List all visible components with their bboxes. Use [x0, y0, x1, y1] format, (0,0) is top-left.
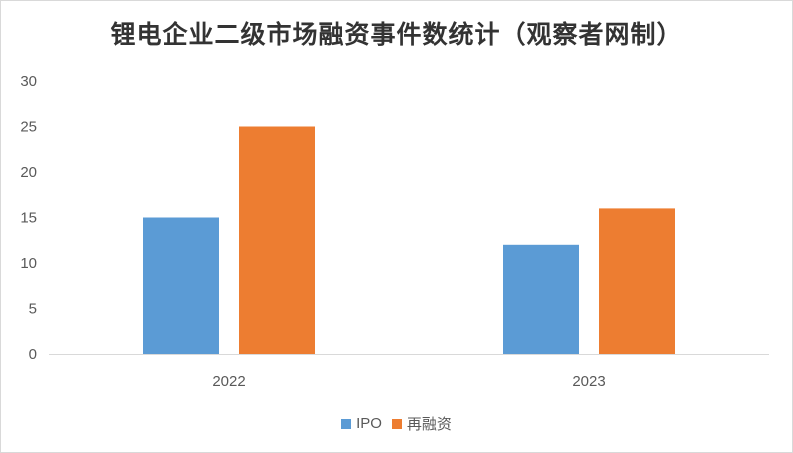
legend-swatch-refinancing [391, 418, 402, 429]
bars [143, 126, 675, 354]
y-axis-ticks: 0 5 10 15 20 25 30 [20, 73, 37, 363]
legend: IPO 再融资 [1, 413, 792, 434]
bar-refinancing-2022 [239, 126, 315, 354]
legend-swatch-ipo [341, 418, 352, 429]
legend-label-refinancing: 再融资 [406, 416, 452, 433]
legend-label-ipo: IPO [356, 415, 382, 432]
legend-item-ipo: IPO [341, 415, 382, 432]
y-tick-label: 20 [20, 164, 37, 181]
y-tick-label: 10 [20, 255, 37, 272]
x-tick-label: 2023 [572, 373, 605, 390]
y-tick-label: 30 [20, 73, 37, 90]
bar-ipo-2023 [503, 244, 579, 354]
y-tick-label: 25 [20, 119, 37, 136]
x-tick-label: 2022 [212, 373, 245, 390]
x-axis-ticks: 2022 2023 [212, 373, 605, 390]
bar-ipo-2022 [143, 217, 219, 354]
chart-title: 锂电企业二级市场融资事件数统计（观察者网制） [110, 20, 683, 49]
bar-refinancing-2023 [599, 208, 675, 354]
y-tick-label: 0 [29, 346, 37, 363]
legend-item-refinancing: 再融资 [391, 413, 452, 434]
y-tick-label: 5 [29, 301, 37, 318]
y-tick-label: 15 [20, 210, 37, 227]
